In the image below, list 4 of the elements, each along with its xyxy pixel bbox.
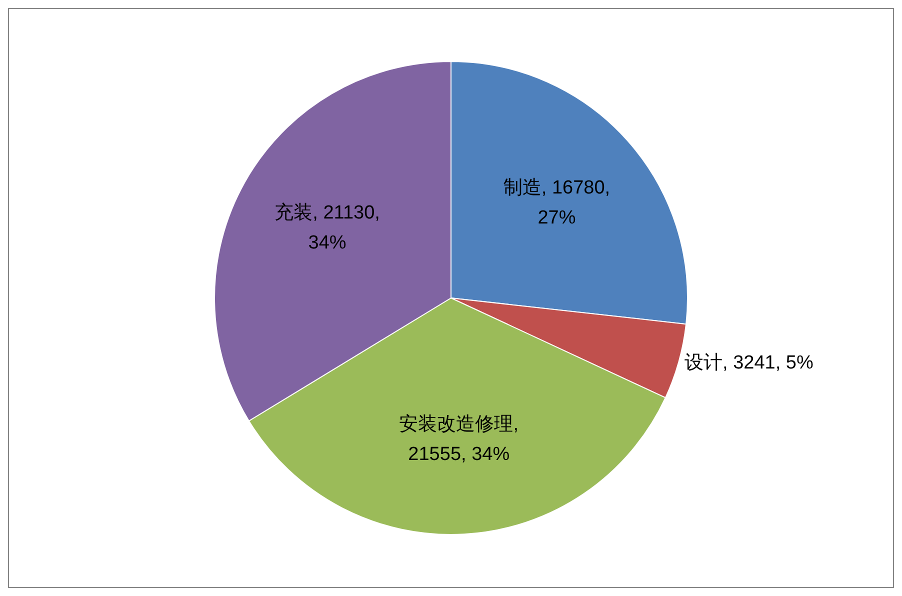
slice-label: 充装, 21130, 34% xyxy=(274,202,380,254)
slice-label: 设计, 3241, 5% xyxy=(684,352,814,374)
slice-label: 制造, 16780, 27% xyxy=(503,178,610,229)
slice-label: 安装改造修理, 21555, 34% xyxy=(399,412,519,465)
